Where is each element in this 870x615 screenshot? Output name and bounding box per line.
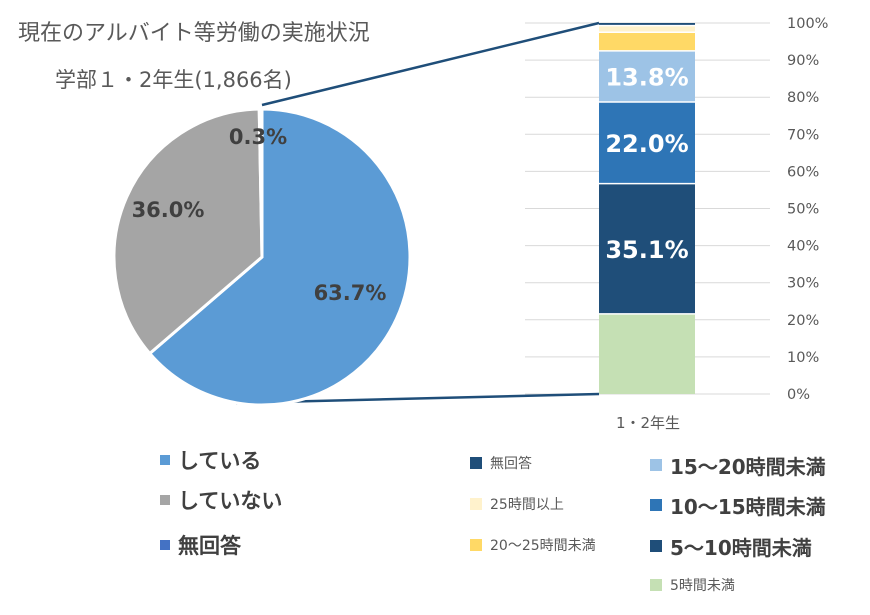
bar-legend-item: 5～10時間未満	[650, 534, 812, 560]
y-tick-label: 90%	[787, 53, 819, 69]
bar-segment-label: 35.1%	[605, 236, 688, 264]
pie-legend-item: していない	[160, 486, 282, 514]
legend-label: 5～10時間未満	[670, 535, 812, 560]
bar-segment-label: 22.0%	[605, 130, 688, 158]
bar-legend-item: 25時間以上	[470, 492, 564, 516]
y-tick-label: 20%	[787, 313, 819, 329]
legend-label: 無回答	[178, 534, 241, 558]
y-tick-label: 70%	[787, 127, 819, 143]
y-tick-label: 40%	[787, 239, 819, 255]
chart-title: 現在のアルバイト等労働の実施状況	[18, 21, 370, 46]
chart-subtitle: 学部１・2年生(1,866名)	[55, 68, 292, 92]
bar-segment	[599, 313, 695, 394]
bar-segment	[599, 183, 695, 314]
bar-y-axis: 0% 10% 20% 30% 40% 50% 60% 70% 80% 90% 100%	[787, 16, 828, 403]
bar-legend-item: 無回答	[470, 451, 532, 475]
legend-swatch	[160, 540, 170, 550]
pie-legend-item: している	[160, 446, 261, 474]
legend-swatch	[470, 457, 482, 469]
pie-value-label: 63.7%	[314, 281, 387, 305]
legend-swatch	[650, 540, 662, 552]
pie-slice-1	[147, 107, 412, 407]
bar-segment	[599, 102, 695, 184]
legend-label: 25時間以上	[490, 497, 564, 513]
bar-segment	[599, 50, 695, 103]
stacked-bar-chart: 35.1% 22.0% 13.8%	[599, 23, 695, 394]
legend-label: 15～20時間未満	[670, 454, 826, 479]
legend-label: 20～25時間未満	[490, 538, 596, 554]
legend-label: 無回答	[490, 456, 532, 472]
y-tick-label: 100%	[787, 16, 828, 32]
legend-swatch	[650, 499, 662, 511]
legend-label: していない	[178, 489, 283, 513]
y-tick-label: 60%	[787, 164, 819, 180]
legend-label: している	[178, 449, 262, 473]
bar-segment	[599, 25, 695, 33]
bar-segment	[599, 23, 695, 26]
pie-slice-2	[112, 107, 264, 356]
legend-swatch	[650, 459, 662, 471]
y-tick-label: 0%	[787, 387, 810, 403]
connector-top	[261, 21, 600, 107]
pie-value-label: 0.3%	[229, 125, 287, 149]
pie-chart: 63.7% 36.0% 0.3%	[112, 107, 412, 407]
legend-label: 10～15時間未満	[670, 494, 826, 519]
legend-swatch	[160, 495, 170, 505]
y-tick-label: 50%	[787, 202, 819, 218]
pie-slice-3	[257, 107, 264, 258]
legend-swatch	[470, 498, 482, 510]
bar-segment-label: 13.8%	[605, 63, 688, 91]
y-tick-label: 10%	[787, 350, 819, 366]
y-tick-label: 80%	[787, 90, 819, 106]
legend-label: 5時間未満	[670, 578, 735, 594]
pie-value-label: 36.0%	[132, 198, 205, 222]
bar-legend-item: 5時間未満	[650, 573, 735, 597]
bar-category-label: 1・2年生	[616, 414, 680, 432]
legend-swatch	[470, 539, 482, 551]
legend-swatch	[160, 455, 170, 465]
legend-swatch	[650, 579, 662, 591]
bar-segment	[599, 32, 695, 51]
bar-legend-item: 15～20時間未満	[650, 453, 826, 479]
pie-legend-item: 無回答	[160, 531, 241, 559]
bar-legend-item: 20～25時間未満	[470, 533, 596, 557]
y-tick-label: 30%	[787, 276, 819, 292]
bar-legend-item: 10～15時間未満	[650, 493, 826, 519]
